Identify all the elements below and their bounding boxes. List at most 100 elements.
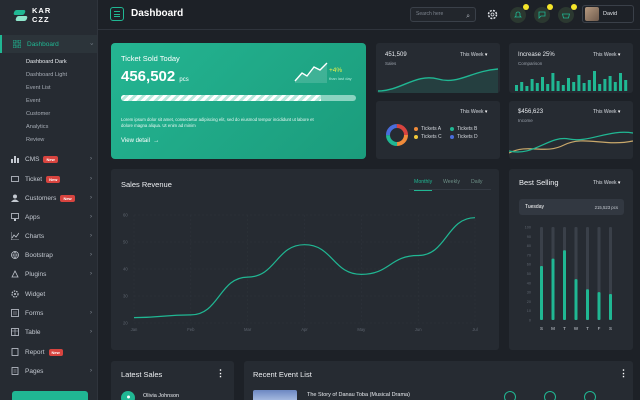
ticket-title: Ticket Sold Today xyxy=(121,54,180,63)
event-name[interactable]: The Story of Danau Toba (Musical Drama) xyxy=(307,392,410,398)
sidebar-item-label: Report xyxy=(25,348,45,356)
income-label: Income xyxy=(518,118,533,123)
period-select[interactable]: This Week xyxy=(593,52,620,58)
period-select[interactable]: This Week xyxy=(593,109,620,115)
messages-button[interactable] xyxy=(534,4,553,23)
tab-weekly[interactable]: Weekly xyxy=(443,179,460,185)
y-tick-label: 50 xyxy=(123,240,128,245)
increase-bars xyxy=(515,71,628,91)
cart-button[interactable] xyxy=(558,4,577,23)
sidebar-item-ticket[interactable]: Ticket New › xyxy=(0,170,97,188)
notification-dot xyxy=(523,4,529,10)
mini-bar xyxy=(582,83,586,91)
chat-icon xyxy=(538,11,546,19)
sidebar-item-report[interactable]: Report New xyxy=(0,343,97,361)
sidebar-item-plugins[interactable]: Plugins › xyxy=(0,265,97,283)
sidebar-cta-button[interactable] xyxy=(12,391,88,400)
search-icon[interactable]: ⌕ xyxy=(466,13,470,20)
submenu-customer[interactable]: Customer xyxy=(26,111,51,117)
sidebar-item-forms[interactable]: Forms › xyxy=(0,304,97,322)
sidebar-item-dashboard[interactable]: Dashboard › xyxy=(0,35,97,53)
increase-mini-card: Increase 25% Comparison This Week xyxy=(509,43,633,93)
sidebar-item-table[interactable]: Table › xyxy=(0,323,97,341)
trend-sparkline-icon xyxy=(294,62,328,83)
more-options-icon[interactable]: ⋮ xyxy=(619,368,628,378)
submenu-analytics[interactable]: Analytics xyxy=(26,124,49,130)
brand-name: KAR CZZ xyxy=(32,6,52,24)
ticket-change: +4% xyxy=(329,67,343,74)
basket-icon xyxy=(562,13,570,19)
mini-bar xyxy=(567,78,570,91)
mini-bar xyxy=(577,75,581,91)
report-icon xyxy=(10,348,19,357)
user-menu[interactable]: David xyxy=(582,5,634,23)
best-selling-highlight: Tuesday 215,523 pcs xyxy=(519,199,624,215)
sidebar: KAR CZZ Dashboard › Dashboard Dark Dashbo… xyxy=(0,0,98,400)
y-tick-label: 20 xyxy=(123,321,128,326)
y-tick-label: 80 xyxy=(527,244,531,248)
bar xyxy=(609,293,612,320)
view-detail-link[interactable]: View detail → xyxy=(121,138,160,144)
page-title: Dashboard xyxy=(131,8,184,19)
sidebar-item-label: CMS xyxy=(25,155,40,163)
increase-value: Increase 25% xyxy=(518,52,555,58)
brand-logo[interactable]: KAR CZZ xyxy=(14,6,54,24)
gear-icon xyxy=(10,290,19,299)
more-options-icon[interactable]: ⋮ xyxy=(216,368,225,378)
submenu-dashboard-light[interactable]: Dashboard Light xyxy=(26,72,68,78)
mini-bar xyxy=(608,76,612,91)
submenu-event-list[interactable]: Event List xyxy=(26,85,51,91)
ticket-description: Lorem ipsum dolor sit amet, consectetur … xyxy=(121,117,314,128)
tickets-donut xyxy=(386,124,408,146)
notification-button[interactable] xyxy=(510,4,529,23)
sidebar-item-pages[interactable]: Pages › xyxy=(0,362,97,380)
x-tick-label: S xyxy=(609,326,612,331)
legend-tickets-b: Tickets B xyxy=(450,126,477,132)
period-select[interactable]: This Week xyxy=(460,109,487,115)
tab-monthly[interactable]: Monthly xyxy=(414,179,433,191)
sidebar-item-label: Widget xyxy=(25,290,46,298)
topbar: Dashboard Search here ⌕ David xyxy=(98,0,640,30)
globe-icon xyxy=(10,251,19,260)
x-tick-label: Feb xyxy=(187,327,195,332)
new-badge: New xyxy=(43,155,58,163)
sidebar-item-label: Ticket xyxy=(25,175,43,183)
tab-daily[interactable]: Daily xyxy=(471,179,483,185)
apps-icon xyxy=(10,213,19,222)
mini-bar xyxy=(572,82,576,91)
sidebar-item-label: Charts xyxy=(25,232,45,240)
sidebar-item-customers[interactable]: Customers New › xyxy=(0,189,97,207)
hamburger-menu-button[interactable] xyxy=(110,7,124,21)
submenu-event[interactable]: Event xyxy=(26,98,41,104)
sidebar-item-widget[interactable]: Widget xyxy=(0,285,97,303)
best-selling-card: Best Selling This Week 0 10 20 30 40 50 60 70 80… xyxy=(509,169,633,350)
sales-revenue-card: Sales Revenue Monthly Weekly Daily 20 30 4… xyxy=(111,169,499,350)
submenu-review[interactable]: Review xyxy=(26,137,45,143)
mini-bar xyxy=(525,86,529,91)
sidebar-item-charts[interactable]: Charts › xyxy=(0,227,97,245)
submenu-dashboard-dark[interactable]: Dashboard Dark xyxy=(26,59,67,65)
period-select[interactable]: This Week xyxy=(593,180,620,186)
legend-tickets-a: Tickets A xyxy=(414,126,441,132)
y-tick-label: 20 xyxy=(527,300,531,304)
search-input[interactable]: Search here ⌕ xyxy=(410,7,476,22)
settings-gear-button[interactable] xyxy=(486,8,499,21)
mini-bar xyxy=(619,73,622,91)
forms-icon xyxy=(10,309,19,318)
chevron-right-icon: › xyxy=(90,329,92,335)
sidebar-item-bootstrap[interactable]: Bootstrap › xyxy=(0,246,97,264)
pages-icon xyxy=(10,367,19,376)
latest-sale-name: Olivia Johnson xyxy=(143,393,180,399)
period-select[interactable]: This Week xyxy=(460,52,487,58)
mini-bar xyxy=(561,85,565,91)
bar xyxy=(551,258,555,320)
sidebar-item-label: Dashboard xyxy=(27,40,59,48)
increase-label: Comparison xyxy=(518,61,543,66)
search-placeholder: Search here xyxy=(416,11,444,17)
sidebar-item-cms[interactable]: CMS New › xyxy=(0,150,97,168)
chart-icon xyxy=(10,232,19,241)
arrow-right-icon: → xyxy=(151,138,160,144)
mini-bar xyxy=(520,82,524,91)
sidebar-item-apps[interactable]: Apps › xyxy=(0,208,97,226)
bar xyxy=(540,266,543,320)
